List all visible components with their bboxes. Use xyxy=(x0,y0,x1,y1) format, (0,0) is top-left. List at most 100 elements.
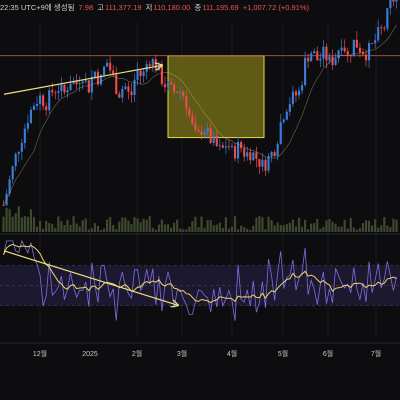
candle-body-126 xyxy=(386,8,389,29)
candle-body-55 xyxy=(169,82,173,85)
candle-body-74 xyxy=(227,146,231,148)
volume-bar-59 xyxy=(182,229,185,232)
candle-body-118 xyxy=(361,52,365,55)
candle-body-25 xyxy=(78,83,81,85)
volume-bar-63 xyxy=(194,216,197,232)
volume-bar-115 xyxy=(352,227,355,232)
volume-bar-65 xyxy=(200,216,203,232)
volume-bar-32 xyxy=(99,229,103,232)
candle-body-92 xyxy=(282,119,285,123)
candle-body-78 xyxy=(240,141,243,149)
volume-bar-69 xyxy=(212,225,215,232)
candle-body-113 xyxy=(346,51,349,55)
volume-bar-112 xyxy=(343,219,346,232)
volume-bar-92 xyxy=(282,225,285,232)
candle-body-19 xyxy=(60,84,63,92)
candle-body-99 xyxy=(304,57,307,86)
x-tick-label-6: 6월 xyxy=(323,349,333,358)
candle-body-9 xyxy=(29,109,33,123)
volume-bar-0 xyxy=(2,216,5,232)
volume-bars xyxy=(2,206,398,232)
candle-body-115 xyxy=(352,39,355,57)
volume-bar-39 xyxy=(121,217,124,232)
oscillator-levels xyxy=(0,265,400,306)
candle-body-81 xyxy=(249,152,252,161)
volume-bar-97 xyxy=(297,217,301,232)
price-trend-arrow xyxy=(3,65,162,95)
candle-body-37 xyxy=(115,74,118,94)
volume-bar-35 xyxy=(109,216,112,232)
candle-body-83 xyxy=(255,152,258,160)
volume-bar-127 xyxy=(389,227,392,232)
candle-body-127 xyxy=(389,0,392,9)
volume-bar-37 xyxy=(115,229,118,232)
volume-bar-104 xyxy=(319,228,322,232)
volume-bar-7 xyxy=(23,216,26,232)
volume-bar-2 xyxy=(8,209,11,232)
x-tick-label-5: 5월 xyxy=(278,349,288,358)
volume-bar-49 xyxy=(151,227,154,232)
volume-bar-4 xyxy=(14,213,17,232)
candle-body-125 xyxy=(383,27,386,29)
volume-bar-117 xyxy=(358,228,361,232)
volume-bar-5 xyxy=(17,206,20,232)
volume-bar-87 xyxy=(267,216,270,232)
candle-body-100 xyxy=(307,57,310,62)
candle-body-97 xyxy=(297,90,301,96)
volume-bar-74 xyxy=(227,228,231,232)
volume-bar-55 xyxy=(169,227,173,232)
x-tick-label-4: 4월 xyxy=(227,349,237,358)
volume-bar-108 xyxy=(331,221,334,232)
volume-bar-54 xyxy=(166,224,170,232)
candle-body-79 xyxy=(243,148,246,157)
volume-bar-126 xyxy=(386,225,389,232)
volume-bar-106 xyxy=(325,220,328,232)
candle-body-106 xyxy=(325,46,328,61)
volume-bar-76 xyxy=(233,216,237,232)
candle-body-116 xyxy=(355,39,358,48)
volume-bar-67 xyxy=(206,220,209,232)
candle-body-18 xyxy=(57,91,60,93)
volume-bar-73 xyxy=(224,217,227,232)
created-time: 22:35 UTC+9에 생성됨 xyxy=(0,3,75,12)
volume-bar-47 xyxy=(145,219,148,232)
volume-bar-58 xyxy=(179,228,182,232)
candle-body-48 xyxy=(148,64,151,66)
candle-body-24 xyxy=(75,81,78,85)
candle-body-102 xyxy=(313,51,316,54)
candle-body-33 xyxy=(102,66,106,76)
candle-body-111 xyxy=(340,47,343,51)
volume-bar-121 xyxy=(371,225,374,232)
candle-body-129 xyxy=(395,0,398,2)
candle-body-32 xyxy=(99,75,103,85)
candle-body-23 xyxy=(72,81,75,84)
candle-body-50 xyxy=(154,58,157,71)
candle-body-90 xyxy=(276,143,279,157)
candle-body-49 xyxy=(151,58,154,66)
candle-body-105 xyxy=(322,46,325,59)
trend-annotations xyxy=(3,65,178,305)
volume-bar-109 xyxy=(334,223,337,232)
candle-body-43 xyxy=(133,79,136,95)
candle-body-11 xyxy=(35,103,39,106)
volume-bar-38 xyxy=(118,221,121,232)
candle-body-44 xyxy=(136,70,139,80)
volume-bar-94 xyxy=(288,222,291,232)
oscillator-signal-line xyxy=(3,243,397,304)
volume-bar-93 xyxy=(285,224,288,232)
candles xyxy=(2,0,398,207)
candle-body-119 xyxy=(364,54,368,61)
candle-body-35 xyxy=(109,62,112,71)
open-value: 7.98 xyxy=(78,3,94,12)
volume-bar-70 xyxy=(215,224,218,232)
candle-body-20 xyxy=(63,84,66,93)
candle-body-2 xyxy=(8,179,11,194)
volume-bar-96 xyxy=(294,226,298,232)
candle-body-53 xyxy=(163,84,167,88)
volume-bar-18 xyxy=(57,216,60,232)
volume-bar-105 xyxy=(322,226,325,232)
volume-bar-57 xyxy=(176,219,179,232)
close-value: 111,195.69 xyxy=(202,3,239,12)
